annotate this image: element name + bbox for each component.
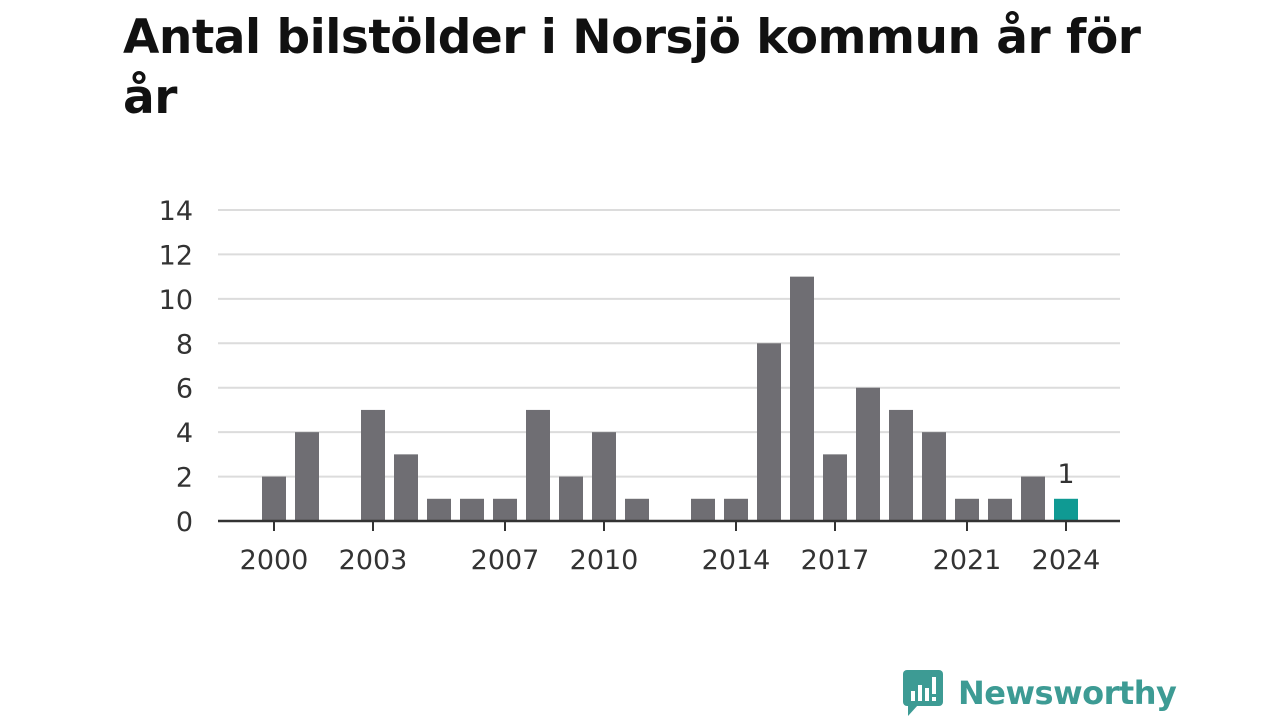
- x-tick-label: 2017: [801, 545, 870, 576]
- y-tick-label: 10: [159, 285, 193, 316]
- x-tick-label: 2014: [702, 545, 771, 576]
- bar: [295, 432, 319, 521]
- bar-highlight: [1054, 498, 1078, 521]
- bar: [592, 432, 616, 521]
- bar: [493, 498, 517, 521]
- y-tick-label: 6: [176, 374, 193, 405]
- x-tick-label: 2003: [339, 545, 408, 576]
- data-label: 1: [1057, 459, 1074, 490]
- x-tick-label: 2007: [471, 545, 540, 576]
- x-tick-label: 2010: [570, 545, 639, 576]
- y-tick-label: 14: [159, 196, 193, 227]
- bar: [526, 409, 550, 521]
- x-tick-label: 2021: [933, 545, 1002, 576]
- bar: [724, 498, 748, 521]
- y-tick-label: 2: [176, 463, 193, 494]
- x-tick-label: 2024: [1032, 545, 1101, 576]
- y-tick-label: 12: [159, 240, 193, 271]
- bar: [361, 409, 385, 521]
- bar: [427, 498, 451, 521]
- newsworthy-logo-icon: [903, 670, 943, 716]
- bar: [625, 498, 649, 521]
- bar: [955, 498, 979, 521]
- bar: [394, 454, 418, 521]
- y-tick-label: 0: [176, 507, 193, 538]
- chart-title: Antal bilstölder i Norsjö kommun år för …: [123, 10, 1141, 125]
- bar: [889, 409, 913, 521]
- bar: [262, 476, 286, 521]
- bar: [1021, 476, 1045, 521]
- bar: [691, 498, 715, 521]
- bar: [790, 276, 814, 521]
- y-tick-label: 8: [176, 329, 193, 360]
- brand-logo: Newsworthy: [902, 668, 1177, 718]
- bar: [460, 498, 484, 521]
- y-tick-label: 4: [176, 418, 193, 449]
- bar: [988, 498, 1012, 521]
- brand-name: Newsworthy: [958, 674, 1177, 712]
- x-tick-label: 2000: [240, 545, 309, 576]
- bar: [823, 454, 847, 521]
- bar: [922, 432, 946, 521]
- bar: [559, 476, 583, 521]
- bar: [856, 387, 880, 521]
- bar: [757, 343, 781, 521]
